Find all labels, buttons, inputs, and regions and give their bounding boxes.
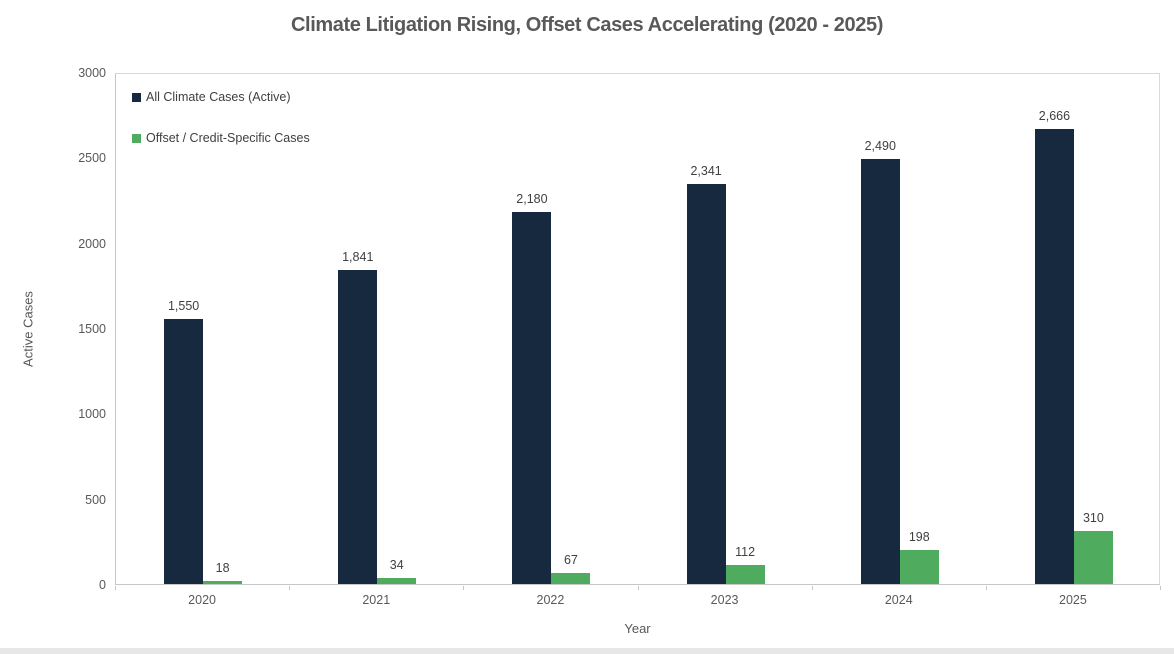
bar-series-0-2021 [338, 270, 378, 584]
y-tick-label: 2000 [78, 236, 106, 251]
bar-series-1-2025 [1073, 531, 1113, 584]
x-axis-tick [638, 586, 639, 590]
x-axis-tick [115, 586, 116, 590]
y-tick-label: 1500 [78, 322, 106, 336]
legend-label: All Climate Cases (Active) [146, 90, 291, 104]
data-label: 2,341 [690, 164, 722, 178]
x-tick-label: 2025 [1059, 593, 1087, 607]
bar-series-1-2024 [899, 550, 939, 584]
bar-series-1-2021 [377, 578, 417, 584]
y-tick-label: 0 [99, 578, 106, 592]
bar-series-0-2024 [860, 159, 900, 584]
x-tick-label: 2020 [188, 593, 216, 607]
data-label: 2,666 [1038, 109, 1071, 123]
data-label: 1,550 [167, 299, 200, 313]
data-label: 310 [1082, 511, 1104, 525]
legend-swatch-navy [132, 92, 141, 102]
x-axis-tick [289, 586, 290, 590]
x-tick-label: 2021 [362, 593, 391, 607]
legend-entry-all-climate-cases: All Climate Cases (Active) [132, 90, 310, 104]
bar-series-0-2025 [1034, 129, 1074, 584]
bar-series-1-2020 [203, 581, 243, 584]
data-label: 18 [215, 561, 230, 575]
legend: All Climate Cases (Active) Offset / Cred… [132, 90, 310, 172]
y-tick-label: 2500 [78, 151, 106, 166]
y-axis-title: Active Cases [20, 291, 36, 367]
x-axis-title: Year [624, 621, 651, 636]
data-label: 67 [563, 553, 578, 567]
data-label: 2,180 [516, 192, 548, 206]
x-tick-label: 2022 [536, 593, 565, 607]
bar-series-0-2020 [164, 319, 204, 584]
y-tick-label: 3000 [78, 66, 106, 80]
x-tick-label: 2024 [884, 593, 913, 607]
plot-area: All Climate Cases (Active) Offset / Cred… [115, 73, 1160, 585]
x-tick-label: 2023 [710, 593, 739, 607]
y-tick-label: 1000 [78, 407, 106, 422]
bar-series-0-2023 [686, 184, 726, 584]
x-axis-tick [812, 586, 813, 590]
data-label: 112 [735, 545, 756, 559]
x-axis-tick [1160, 586, 1161, 590]
x-axis-tick [463, 586, 464, 590]
data-label: 2,490 [864, 139, 896, 153]
legend-swatch-green [132, 133, 141, 143]
x-axis-tick [986, 586, 987, 590]
legend-entry-offset-cases: Offset / Credit-Specific Cases [132, 131, 310, 145]
y-tick-label: 500 [85, 492, 106, 507]
data-label: 198 [908, 530, 930, 544]
bar-series-1-2023 [725, 565, 765, 584]
bar-series-1-2022 [551, 573, 591, 584]
data-label: 34 [389, 558, 404, 572]
bar-series-0-2022 [512, 212, 552, 584]
chart-title: Climate Litigation Rising, Offset Cases … [291, 14, 883, 36]
data-label: 1,841 [342, 250, 374, 264]
legend-label: Offset / Credit-Specific Cases [146, 131, 310, 145]
bottom-strip [0, 648, 1174, 654]
